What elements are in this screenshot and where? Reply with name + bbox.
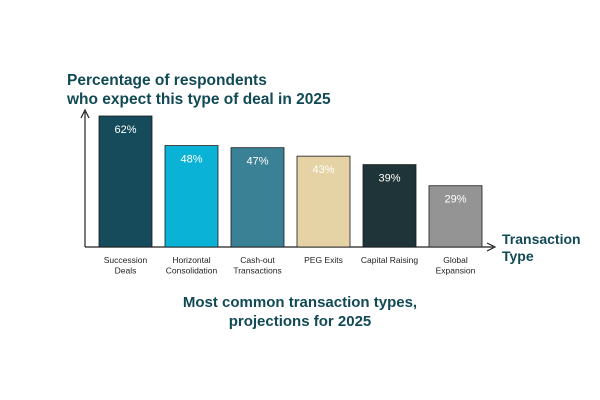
bar-value-label: 39% xyxy=(378,173,400,185)
x-axis-arrow xyxy=(486,242,497,252)
bars-group xyxy=(98,115,483,248)
bar-value-label: 43% xyxy=(312,164,334,176)
bar-value-label: 47% xyxy=(246,156,268,168)
y-axis-title-line-2: who expect this type of deal in 2025 xyxy=(66,91,331,108)
category-label: Capital Raising xyxy=(361,255,418,265)
caption-line-1: Most common transaction types, xyxy=(183,294,417,311)
bar-value-label: 29% xyxy=(444,194,466,206)
category-label: PEG Exits xyxy=(304,255,343,265)
category-label: Expansion xyxy=(436,266,476,276)
y-axis-title-line-1: Percentage of respondents xyxy=(67,72,267,89)
bar xyxy=(164,145,219,248)
category-label: Succession xyxy=(104,255,148,265)
caption-line-2: projections for 2025 xyxy=(229,313,372,330)
bar-value-label: 62% xyxy=(114,124,136,136)
value-labels-group: 62% 48% 47% 43% 39% 29% xyxy=(114,124,466,206)
bar-value-label: 48% xyxy=(180,154,202,166)
y-axis-arrow xyxy=(80,108,90,119)
x-axis-title-line-2: Type xyxy=(502,248,534,264)
bar xyxy=(362,164,417,248)
chart-axes xyxy=(80,108,497,252)
category-label: Cash-out xyxy=(240,255,275,265)
category-label: Horizontal xyxy=(172,255,210,265)
category-label: Global xyxy=(443,255,468,265)
bar xyxy=(296,155,351,248)
category-label: Deals xyxy=(115,266,137,276)
bar xyxy=(230,147,285,248)
bar xyxy=(98,115,153,248)
category-label: Consolidation xyxy=(166,266,218,276)
bar xyxy=(428,185,483,248)
x-axis-title-line-1: Transaction xyxy=(502,231,581,247)
category-label: Transactions xyxy=(233,266,281,276)
